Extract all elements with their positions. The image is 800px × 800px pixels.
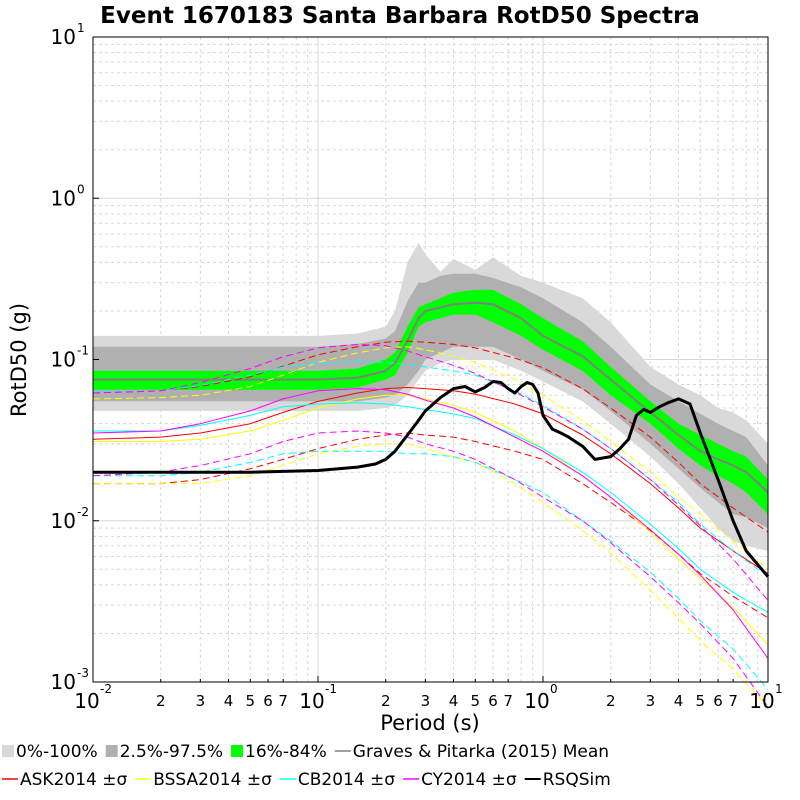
x-minor-tick-label: 6 [263, 692, 273, 710]
band-0 [93, 242, 768, 551]
y-major-tick-exponent: 0 [77, 182, 85, 196]
legend-label: ASK2014 ±σ [20, 770, 127, 790]
legend-label: Graves & Pitarka (2015) Mean [353, 742, 609, 762]
y-axis-label: RotD50 (g) [7, 303, 31, 417]
legend-label: BSSA2014 ±σ [153, 770, 272, 790]
y-major-tick-exponent: 1 [77, 21, 85, 35]
x-minor-tick-label: 5 [695, 692, 705, 710]
x-major-tick-label: 10 [749, 689, 774, 713]
band-1 [93, 273, 768, 529]
series-lines [92, 301, 770, 708]
series-line-1 [92, 387, 769, 575]
x-axis-label: Period (s) [380, 711, 479, 735]
x-minor-tick-label: 7 [728, 692, 738, 710]
y-major-tick-exponent: -2 [77, 505, 89, 519]
series-line-3 [93, 432, 769, 619]
percentile-bands [93, 242, 768, 551]
x-minor-tick-label: 4 [674, 692, 684, 710]
x-minor-tick-label: 5 [470, 692, 480, 710]
x-minor-tick-label: 2 [156, 692, 166, 710]
series-line-11 [92, 343, 769, 601]
x-minor-tick-label: 3 [196, 692, 206, 710]
series-line-10 [92, 388, 769, 659]
legend-label: 0%-100% [16, 742, 98, 762]
x-minor-tick-label: 2 [381, 692, 391, 710]
series-line-0 [93, 301, 769, 494]
x-minor-tick-label: 7 [503, 692, 513, 710]
series-line-4 [93, 394, 769, 646]
x-minor-tick-label: 2 [606, 692, 616, 710]
series-line-2 [92, 340, 769, 533]
y-major-tick-label: 10 [51, 186, 76, 210]
legend-swatch-box [105, 745, 118, 757]
legend-label: 16%-84% [245, 742, 327, 762]
x-major-tick-label: 10 [299, 689, 324, 713]
legend-label: 2.5%-97.5% [120, 742, 223, 762]
y-major-tick-label: 10 [51, 509, 76, 533]
legend-label: CB2014 ±σ [298, 770, 395, 790]
series-line-9 [93, 450, 769, 690]
legend-label: RSQSim [543, 770, 611, 790]
x-axis-ticks: 10 -2 10 -1 10 0 10 12 3 4 5 6 7 2 3 4 5 6 7 2 3 4 5 6 7 [74, 676, 783, 713]
x-major-tick-label: 10 [74, 689, 99, 713]
y-major-tick-label: 10 [51, 25, 76, 49]
legend-label: CY2014 ±σ [421, 770, 517, 790]
x-major-tick-exponent: 1 [775, 682, 783, 696]
x-major-tick-exponent: 0 [550, 682, 558, 696]
legend-swatch-box [2, 745, 14, 757]
x-major-tick-exponent: -1 [325, 682, 337, 696]
chart-title: Event 1670183 Santa Barbara RotD50 Spect… [100, 3, 700, 29]
y-major-tick-exponent: -1 [77, 344, 89, 358]
series-line-12 [92, 430, 769, 708]
band-2 [93, 289, 768, 515]
series-line-13 [93, 380, 770, 578]
series-line-7 [93, 402, 769, 613]
series-line-8 [92, 361, 769, 578]
legend: 0%-100% 2.5%-97.5% 16%-84% Graves & Pitarka… [2, 742, 611, 790]
x-minor-tick-label: 6 [488, 692, 498, 710]
legend-swatch-box [231, 745, 244, 757]
x-minor-tick-label: 4 [224, 692, 234, 710]
x-minor-tick-label: 7 [278, 692, 288, 710]
y-major-tick-label: 10 [51, 670, 76, 694]
x-minor-tick-label: 4 [449, 692, 459, 710]
y-major-tick-label: 10 [51, 348, 76, 372]
x-major-tick-label: 10 [524, 689, 549, 713]
x-minor-tick-label: 3 [646, 692, 656, 710]
x-minor-tick-label: 6 [713, 692, 723, 710]
x-minor-tick-label: 3 [421, 692, 431, 710]
x-minor-tick-label: 5 [245, 692, 255, 710]
series-line-6 [93, 443, 769, 708]
y-major-tick-exponent: -3 [77, 666, 89, 680]
x-major-tick-exponent: -2 [100, 682, 112, 696]
series-line-5 [92, 346, 769, 570]
